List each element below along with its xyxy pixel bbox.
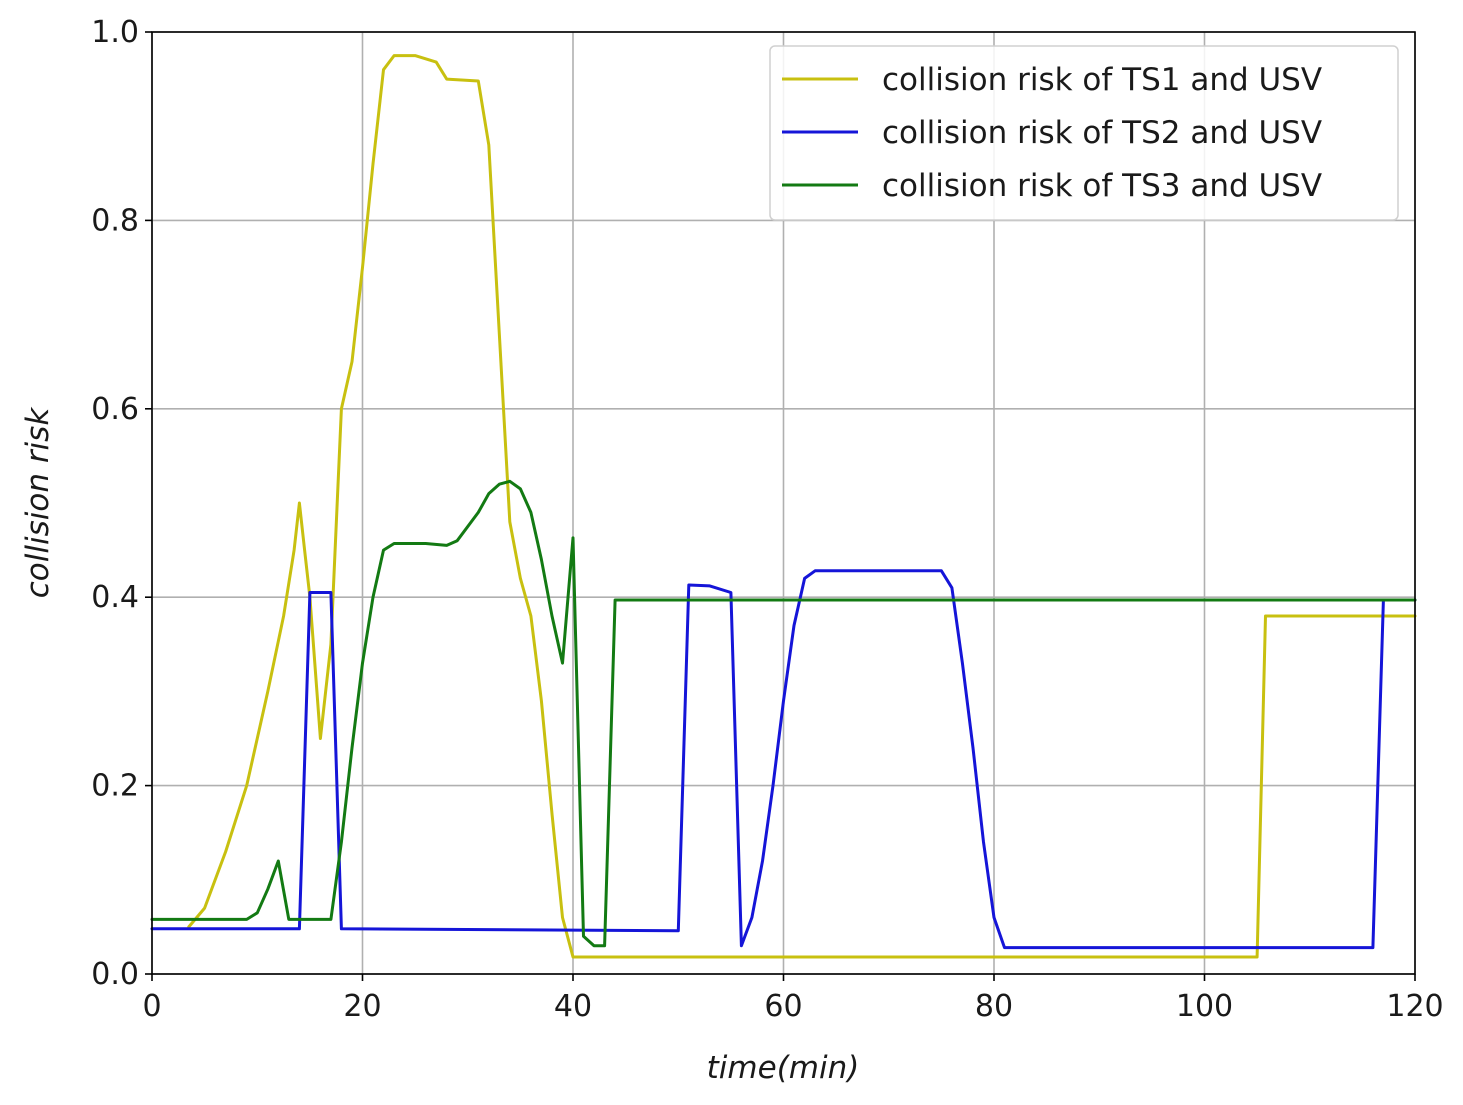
- ticks: 0 20 40 60 80 100 120 0.0 0.2 0.4 0.6 0.8 1.0: [91, 15, 1443, 1024]
- x-tick-label: 80: [975, 989, 1013, 1024]
- legend-label-ts1: collision risk of TS1 and USV: [882, 62, 1322, 98]
- x-tick-label: 0: [142, 989, 161, 1024]
- y-tick-label: 0.4: [91, 580, 139, 615]
- y-tick-label: 0.0: [91, 957, 139, 992]
- series-line-ts2: [150, 569, 1417, 950]
- legend-box: [769, 45, 1399, 221]
- series-line-ts3: [150, 479, 1417, 948]
- x-tick-label: 120: [1386, 989, 1443, 1024]
- x-tick-label: 40: [554, 989, 592, 1024]
- y-tick-label: 0.8: [91, 203, 139, 238]
- x-tick-label: 100: [1176, 989, 1233, 1024]
- x-axis-label: time(min): [707, 1050, 860, 1086]
- legend-label-ts2: collision risk of TS2 and USV: [882, 115, 1322, 151]
- legend-label-ts3: collision risk of TS3 and USV: [882, 168, 1322, 204]
- y-tick-label: 0.2: [91, 769, 139, 804]
- y-tick-label: 0.6: [91, 392, 139, 427]
- x-tick-label: 20: [343, 989, 381, 1024]
- y-tick-label: 1.0: [91, 15, 139, 50]
- y-axis-label: collision risk: [20, 407, 56, 599]
- series-line-ts1: [187, 54, 1417, 959]
- series-layer: [150, 54, 1417, 959]
- legend: collision risk of TS1 and USV collision …: [769, 45, 1399, 221]
- x-tick-label: 60: [764, 989, 802, 1024]
